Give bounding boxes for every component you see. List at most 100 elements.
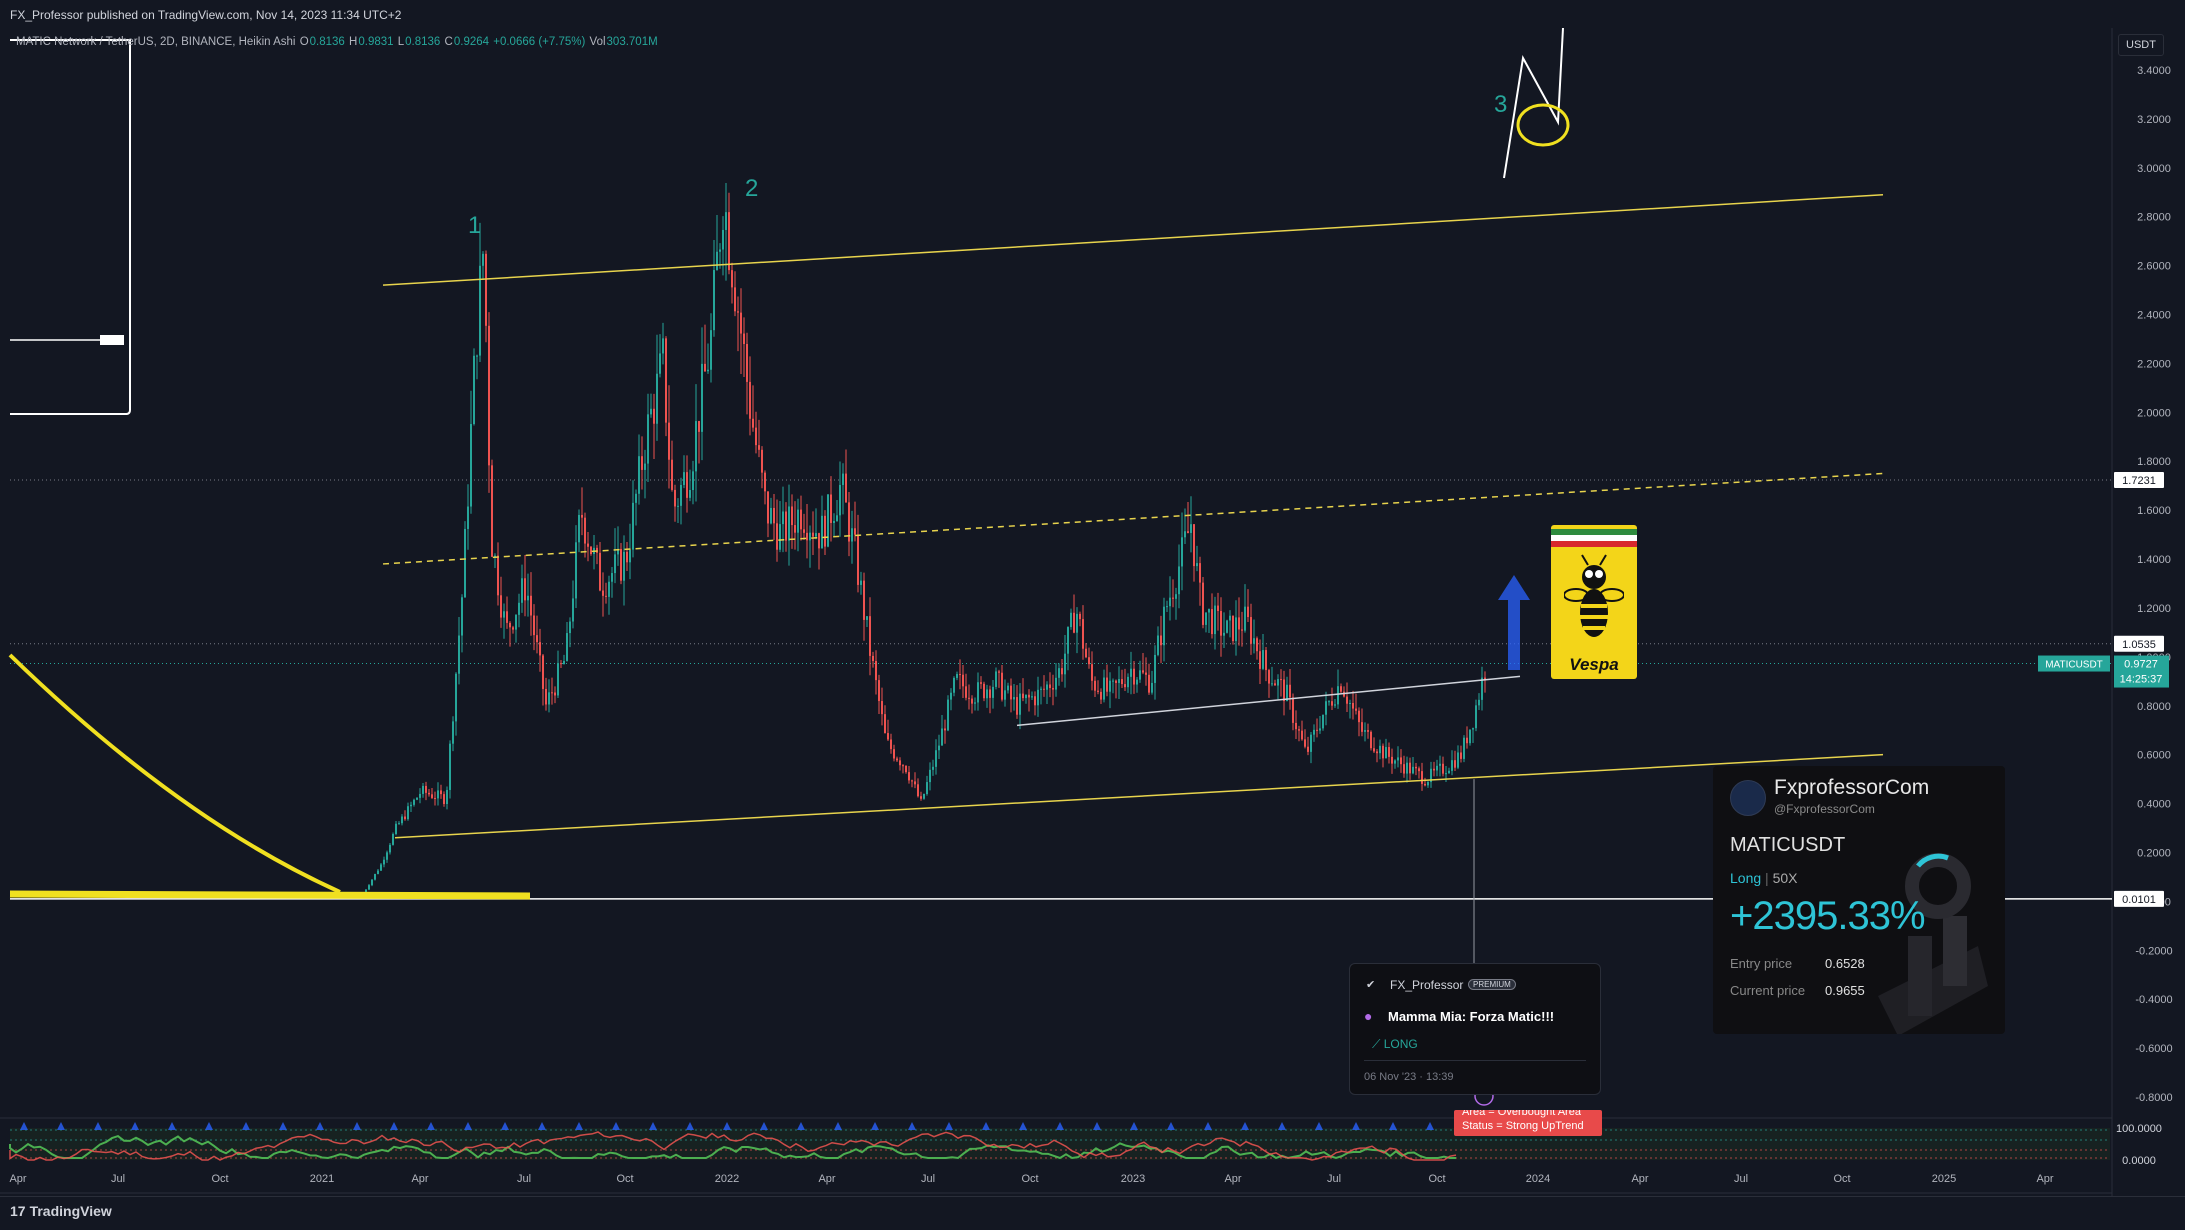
- candle-body: [1400, 757, 1402, 765]
- candle-body: [1457, 752, 1459, 768]
- candle-body: [602, 590, 604, 596]
- candle-body: [1193, 524, 1195, 567]
- inset-frame: [10, 39, 131, 415]
- candle-body: [1265, 650, 1267, 671]
- candle-body: [821, 515, 823, 549]
- x-tick-label: Oct: [1833, 1173, 1850, 1185]
- candle-body: [1031, 696, 1033, 698]
- candle-body: [428, 792, 430, 795]
- candle-body: [440, 790, 442, 795]
- candle-body: [1046, 684, 1048, 690]
- candle-body: [1172, 597, 1174, 599]
- candle-body: [554, 692, 556, 696]
- entry-value: 0.6528: [1825, 956, 1865, 971]
- indicator-signal-icon: [1241, 1122, 1249, 1130]
- indicator-signal-icon: [1389, 1122, 1397, 1130]
- volume-label: Vol: [589, 36, 606, 48]
- price-tag-text: 1.7231: [2122, 475, 2156, 487]
- current-price-box: [2114, 655, 2169, 688]
- indicator-signal-icon: [57, 1122, 65, 1130]
- candle-body: [932, 766, 934, 770]
- candle-body: [1427, 782, 1429, 786]
- candle-body: [512, 627, 514, 630]
- candle-body: [1196, 563, 1198, 567]
- candle-body: [1238, 617, 1240, 630]
- candle-body: [482, 253, 484, 266]
- tradingview-logo[interactable]: 17 TradingView: [10, 1203, 112, 1219]
- candle-body: [1058, 668, 1060, 678]
- candle-body: [368, 885, 370, 890]
- candle-body: [791, 506, 793, 526]
- candle-body: [959, 674, 961, 676]
- candle-body: [1232, 615, 1234, 642]
- candle-body: [1448, 770, 1450, 774]
- candle-body: [923, 794, 925, 799]
- idea-card[interactable]: ✔ FX_Professor PREMIUM ● Mamma Mia: Forz…: [1349, 963, 1601, 1095]
- candle-body: [779, 524, 781, 550]
- indicator-signal-icon: [760, 1122, 768, 1130]
- candle-body: [992, 686, 994, 698]
- candle-body: [1376, 751, 1378, 754]
- candle-body: [1319, 728, 1321, 731]
- candle-body: [731, 270, 733, 288]
- candle-body: [1466, 737, 1468, 744]
- candle-body: [1385, 747, 1387, 759]
- candle-body: [1355, 708, 1357, 711]
- pnl-symbol: MATICUSDT: [1730, 834, 1846, 856]
- candle-body: [581, 514, 583, 518]
- candle-body: [1094, 680, 1096, 691]
- premium-badge: PREMIUM: [1468, 979, 1516, 990]
- candle-body: [968, 697, 970, 699]
- candle-body: [1034, 696, 1036, 706]
- candle-body: [422, 785, 424, 794]
- candle-body: [953, 677, 955, 693]
- candle-body: [725, 212, 727, 230]
- candle-body: [1316, 729, 1318, 731]
- y-tick-label: 1.2000: [2137, 603, 2171, 615]
- candle-body: [1067, 627, 1069, 654]
- candle-body: [1118, 679, 1120, 683]
- candle-body: [1139, 670, 1141, 680]
- candle-body: [890, 739, 892, 750]
- candle-body: [1322, 714, 1324, 729]
- candle-body: [542, 655, 544, 689]
- x-tick-label: Apr: [1224, 1173, 1241, 1185]
- candle-body: [1052, 687, 1054, 690]
- currency-selector[interactable]: USDT: [2118, 34, 2164, 56]
- y-tick-label: 2.8000: [2137, 212, 2171, 224]
- candle-body: [521, 578, 523, 603]
- avatar: [1730, 780, 1766, 816]
- indicator-signal-icon: [649, 1122, 657, 1130]
- flag-stripes: [1551, 529, 1637, 547]
- symbol-tag-box: [2038, 655, 2110, 672]
- candle-body: [1481, 677, 1483, 700]
- bottom-bar: [0, 1196, 2185, 1230]
- candle-body: [392, 833, 394, 845]
- candle-body: [785, 511, 787, 541]
- candle-body: [1064, 653, 1066, 675]
- candle-body: [1337, 686, 1339, 705]
- candle-body: [989, 689, 991, 698]
- candle-body: [1436, 765, 1438, 771]
- price-tag-text: 1.0535: [2122, 639, 2156, 651]
- candle-body: [632, 502, 634, 550]
- candle-body: [1463, 737, 1465, 759]
- candle-body: [1283, 679, 1285, 702]
- candle-body: [971, 698, 973, 704]
- candle-body: [1334, 704, 1336, 706]
- candle-body: [449, 743, 451, 790]
- candle-body: [947, 699, 949, 731]
- candle-body: [1235, 617, 1237, 642]
- candle-body: [896, 758, 898, 761]
- indicator-signal-icon: [390, 1122, 398, 1130]
- candle-body: [1430, 768, 1432, 783]
- candle-body: [407, 806, 409, 820]
- candle-body: [911, 780, 913, 782]
- candle-body: [1382, 745, 1384, 759]
- close-value: 0.9264: [453, 36, 490, 48]
- candle-body: [1268, 670, 1270, 684]
- candle-body: [638, 456, 640, 494]
- candle-body: [800, 509, 802, 530]
- indicator-signal-icon: [1167, 1122, 1175, 1130]
